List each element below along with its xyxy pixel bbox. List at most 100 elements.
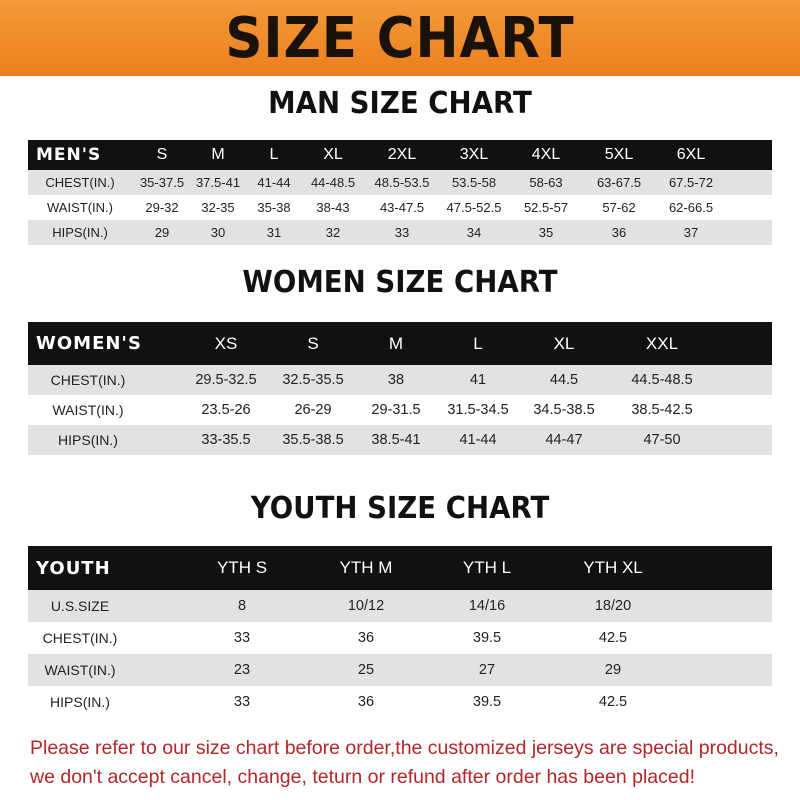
size-header-cell: S bbox=[307, 333, 319, 353]
table-cell: 33 bbox=[394, 225, 410, 240]
table-cell: 38-43 bbox=[316, 200, 350, 215]
men-header-row: MEN'S S M L XL 2XL 3XL 4XL 5XL 6XL bbox=[28, 140, 772, 170]
table-cell: 47.5-52.5 bbox=[446, 200, 502, 215]
size-header-cell: 2XL bbox=[387, 146, 417, 163]
table-cell: 33-35.5 bbox=[201, 432, 251, 448]
measure-label-cell: WAIST(IN.) bbox=[44, 662, 116, 678]
table-cell: 42.5 bbox=[598, 694, 628, 710]
table-cell: 53.5-58 bbox=[451, 175, 497, 190]
table-cell: 29-32 bbox=[145, 200, 179, 215]
table-cell: 57-62 bbox=[602, 200, 636, 215]
table-cell: 41-44 bbox=[459, 432, 497, 448]
table-cell: 29-31.5 bbox=[371, 402, 421, 418]
table-cell: 34 bbox=[466, 225, 482, 240]
men-title: MAN SIZE CHART bbox=[268, 86, 532, 121]
table-cell: 29 bbox=[154, 225, 170, 240]
table-cell: 14/16 bbox=[468, 598, 506, 614]
disclaimer-line-1: Please refer to our size chart before or… bbox=[30, 737, 779, 759]
table-cell: 32-35 bbox=[201, 200, 235, 215]
measure-label-cell: CHEST(IN.) bbox=[50, 372, 126, 388]
table-cell: 36 bbox=[611, 225, 627, 240]
table-row: WAIST(IN.) 29-32 32-35 35-38 38-43 43-47.5 47.… bbox=[28, 195, 772, 220]
size-header-cell: M bbox=[388, 333, 404, 353]
table-cell: 44.5 bbox=[549, 372, 579, 388]
table-cell: 62-66.5 bbox=[668, 200, 714, 215]
disclaimer: Please refer to our size chart before or… bbox=[30, 734, 790, 792]
table-row: HIPS(IN.) 29 30 31 32 33 34 35 36 37 bbox=[28, 220, 772, 245]
banner-title: SIZE CHART bbox=[225, 6, 575, 71]
table-cell: 34.5-38.5 bbox=[533, 402, 595, 418]
table-row: CHEST(IN.) 33 36 39.5 42.5 bbox=[28, 622, 772, 654]
table-cell: 67.5-72 bbox=[668, 175, 714, 190]
size-header-cell: L bbox=[473, 333, 483, 353]
measure-label-cell: HIPS(IN.) bbox=[58, 432, 118, 448]
table-cell: 44-47 bbox=[545, 432, 583, 448]
table-cell: 32 bbox=[325, 225, 341, 240]
table-cell: 35 bbox=[538, 225, 554, 240]
table-cell: 25 bbox=[357, 662, 375, 678]
table-cell: 48.5-53.5 bbox=[374, 175, 430, 190]
measure-label-cell: WAIST(IN.) bbox=[47, 200, 113, 215]
table-cell: 38 bbox=[387, 372, 405, 388]
table-cell: 33 bbox=[233, 630, 251, 646]
table-cell: 43-47.5 bbox=[379, 200, 425, 215]
table-cell: 10/12 bbox=[347, 598, 385, 614]
size-header-cell: 5XL bbox=[604, 146, 634, 163]
size-header-cell: XS bbox=[214, 333, 238, 353]
table-cell: 35-38 bbox=[257, 200, 291, 215]
table-cell: 29 bbox=[604, 662, 622, 678]
table-cell: 39.5 bbox=[472, 694, 502, 710]
size-header-cell: XXL bbox=[645, 333, 679, 353]
size-header-cell: YTH XL bbox=[583, 558, 643, 577]
table-cell: 41-44 bbox=[257, 175, 291, 190]
table-row: HIPS(IN.) 33 36 39.5 42.5 bbox=[28, 686, 772, 718]
table-cell: 41 bbox=[469, 372, 487, 388]
table-cell: 37.5-41 bbox=[195, 175, 241, 190]
table-cell: 38.5-42.5 bbox=[631, 402, 693, 418]
table-cell: 18/20 bbox=[594, 598, 632, 614]
table-title-cell: WOMEN'S bbox=[36, 333, 142, 354]
table-cell: 29.5-32.5 bbox=[195, 372, 257, 388]
size-header-cell: XL bbox=[553, 333, 575, 353]
table-cell: 58-63 bbox=[529, 175, 563, 190]
table-cell: 36 bbox=[357, 630, 375, 646]
table-cell: 27 bbox=[478, 662, 496, 678]
measure-label-cell: HIPS(IN.) bbox=[50, 694, 110, 710]
size-header-cell: M bbox=[211, 146, 225, 163]
table-cell: 42.5 bbox=[598, 630, 628, 646]
table-cell: 38.5-41 bbox=[371, 432, 421, 448]
table-cell: 30 bbox=[210, 225, 226, 240]
table-cell: 52.5-57 bbox=[523, 200, 569, 215]
size-header-cell: 3XL bbox=[459, 146, 489, 163]
size-header-cell: L bbox=[269, 146, 279, 163]
size-header-cell: YTH S bbox=[216, 558, 268, 577]
size-header-cell: 4XL bbox=[531, 146, 561, 163]
banner: SIZE CHART bbox=[0, 0, 800, 76]
table-row: WAIST(IN.) 23 25 27 29 bbox=[28, 654, 772, 686]
size-header-cell: 6XL bbox=[676, 146, 706, 163]
table-title-cell: MEN'S bbox=[36, 145, 102, 165]
table-cell: 35.5-38.5 bbox=[282, 432, 344, 448]
table-row: U.S.SIZE 8 10/12 14/16 18/20 bbox=[28, 590, 772, 622]
table-row: CHEST(IN.) 35-37.5 37.5-41 41-44 44-48.5 48.5… bbox=[28, 170, 772, 195]
table-cell: 23.5-26 bbox=[201, 402, 251, 418]
table-cell: 36 bbox=[357, 694, 375, 710]
table-cell: 44-48.5 bbox=[310, 175, 356, 190]
table-cell: 63-67.5 bbox=[596, 175, 642, 190]
measure-label-cell: WAIST(IN.) bbox=[52, 402, 124, 418]
size-header-cell: S bbox=[156, 146, 168, 163]
table-cell: 35-37.5 bbox=[139, 175, 185, 190]
table-row: CHEST(IN.) 29.5-32.5 32.5-35.5 38 41 44.5 44.5… bbox=[28, 365, 772, 395]
women-header-row: WOMEN'S XS S M L XL XXL bbox=[28, 322, 772, 365]
disclaimer-line-2: we don't accept cancel, change, teturn o… bbox=[30, 766, 695, 788]
youth-header-row: YOUTH YTH S YTH M YTH L YTH XL bbox=[28, 546, 772, 590]
measure-label-cell: CHEST(IN.) bbox=[42, 630, 118, 646]
measure-label-cell: CHEST(IN.) bbox=[45, 175, 115, 190]
size-header-cell: YTH L bbox=[462, 558, 512, 577]
table-row: WAIST(IN.) 23.5-26 26-29 29-31.5 31.5-34.5 34… bbox=[28, 395, 772, 425]
table-cell: 33 bbox=[233, 694, 251, 710]
measure-label-cell: HIPS(IN.) bbox=[52, 225, 108, 240]
table-cell: 37 bbox=[683, 225, 699, 240]
table-cell: 31.5-34.5 bbox=[447, 402, 509, 418]
table-cell: 47-50 bbox=[643, 432, 681, 448]
